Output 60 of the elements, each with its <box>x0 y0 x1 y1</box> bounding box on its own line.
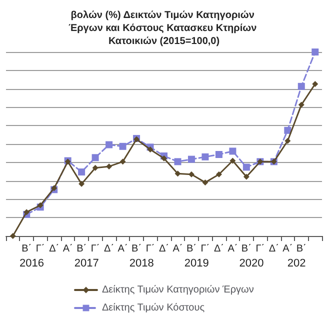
chart-title: βολών (%) Δεικτών Τιμών Κατηγοριών Έργων και Κόστους Κατασκευ Κτηρίων Κατοικιών (2015=100,0) <box>68 10 260 47</box>
x-tick-label: Β΄ <box>186 244 196 254</box>
x-tick-label: Δ΄ <box>104 244 114 254</box>
point <box>120 158 126 165</box>
legend-label: Δείκτης Τιμών Κατηγοριών Έργων <box>102 284 254 296</box>
point <box>119 142 126 150</box>
text: 2019 <box>184 258 209 270</box>
x-tick-label: Γ΄ <box>90 244 100 254</box>
point <box>230 158 236 164</box>
point <box>174 170 181 177</box>
point <box>161 155 167 162</box>
point <box>188 156 195 163</box>
point <box>37 202 44 208</box>
point <box>10 233 16 239</box>
point <box>202 153 209 160</box>
x-tick-label: Γ΄ <box>146 244 155 254</box>
point <box>312 81 318 88</box>
text: 2016 <box>19 258 44 270</box>
point <box>229 148 236 155</box>
point <box>106 163 112 170</box>
point <box>215 150 222 158</box>
x-tick-label: Δ΄ <box>214 244 224 254</box>
x-tick-label: Α΄ <box>228 244 238 254</box>
x-tick-label: Β΄ <box>241 244 252 254</box>
point <box>216 171 222 178</box>
x-tick-label: Α΄ <box>118 244 128 254</box>
x-tick-label: Α΄ <box>172 244 183 254</box>
point <box>78 168 86 176</box>
x-tick-label: Γ΄ <box>200 244 210 254</box>
point <box>312 48 319 56</box>
x-tick-label: Β΄ <box>296 244 306 254</box>
point <box>284 126 292 134</box>
point <box>242 164 250 171</box>
x-tick-label: Α΄ <box>62 244 73 254</box>
x-tick-label: Γ΄ <box>36 244 45 254</box>
x-tick-label: Δ΄ <box>49 244 60 254</box>
x-tick-label: Β΄ <box>76 244 87 254</box>
point <box>147 146 154 153</box>
x-tick-label: Β΄ <box>22 244 32 254</box>
point <box>24 209 30 216</box>
point <box>202 179 208 186</box>
point <box>298 82 305 90</box>
x-tick-label: Β΄ <box>132 244 142 254</box>
point <box>106 141 113 148</box>
point <box>298 102 304 108</box>
x-tick-label: Δ΄ <box>158 244 170 254</box>
point <box>284 138 291 144</box>
text: 202 <box>287 258 306 270</box>
point <box>174 158 182 166</box>
point <box>78 180 85 187</box>
x-tick-label: Γ΄ <box>256 244 265 254</box>
text: 2020 <box>239 258 264 270</box>
text: 2018 <box>129 258 154 270</box>
x-tick-label: Δ΄ <box>268 244 279 254</box>
point <box>92 164 98 171</box>
text: 2017 <box>74 258 99 270</box>
legend-label: Δείκτης Τιμών Κόστους <box>102 302 205 314</box>
point <box>92 154 99 162</box>
x-tick-label: Α΄ <box>282 244 293 254</box>
point <box>243 174 250 180</box>
